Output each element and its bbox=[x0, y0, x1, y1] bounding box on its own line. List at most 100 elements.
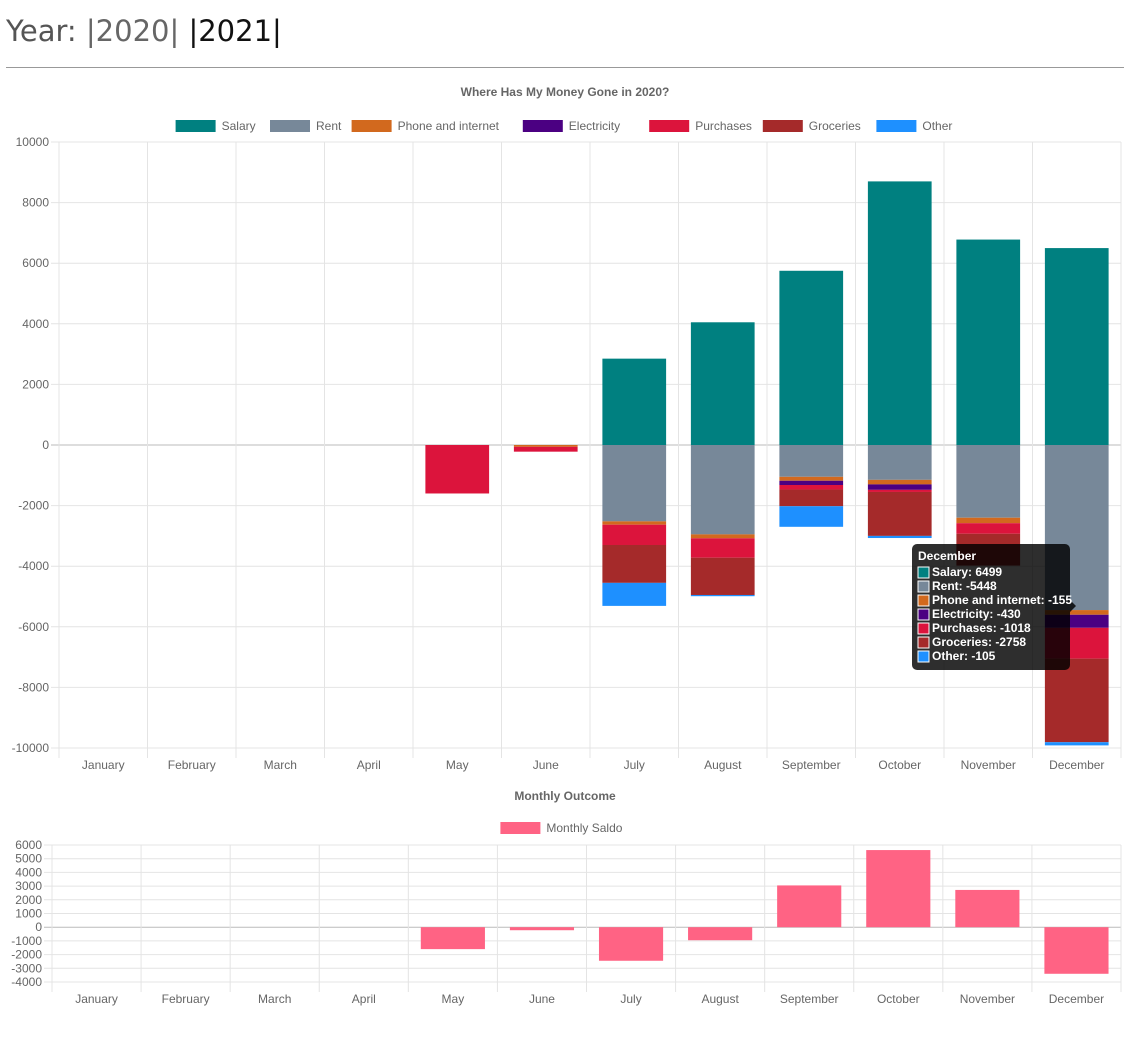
bar-other-july[interactable] bbox=[602, 582, 667, 606]
y-tick-label: -10000 bbox=[12, 741, 50, 755]
bar-electricity-october[interactable] bbox=[867, 484, 932, 490]
bar-purchases-october[interactable] bbox=[867, 489, 932, 492]
bar-monthly-saldo-may[interactable] bbox=[420, 927, 485, 950]
year-link-2021[interactable]: |2021| bbox=[188, 14, 282, 48]
bar-monthly-saldo-december[interactable] bbox=[1044, 927, 1109, 974]
y-tick-label: -2000 bbox=[18, 499, 49, 513]
year-selector: Year: |2020| |2021| bbox=[6, 14, 282, 48]
x-tick-label: August bbox=[704, 758, 742, 772]
bar-purchases-june[interactable] bbox=[513, 446, 578, 452]
bar-monthly-saldo-october[interactable] bbox=[866, 850, 931, 928]
x-tick-label: April bbox=[357, 758, 381, 772]
bar-other-september[interactable] bbox=[779, 506, 844, 527]
legend-label: Monthly Saldo bbox=[546, 821, 622, 835]
tooltip-swatch bbox=[917, 594, 930, 607]
tooltip-swatch bbox=[917, 566, 930, 579]
y-tick-label: -4000 bbox=[18, 559, 49, 573]
bar-phone-and-internet-december[interactable] bbox=[1044, 610, 1109, 615]
bar-monthly-saldo-september[interactable] bbox=[777, 885, 842, 928]
bar-salary-november[interactable] bbox=[956, 239, 1021, 445]
legend-label: Electricity bbox=[569, 119, 620, 133]
bar-electricity-september[interactable] bbox=[779, 480, 844, 485]
bar-groceries-september[interactable] bbox=[779, 489, 844, 507]
chart-title: Where Has My Money Gone in 2020? bbox=[461, 85, 670, 99]
bar-monthly-saldo-july[interactable] bbox=[598, 927, 664, 961]
bar-groceries-december[interactable] bbox=[1044, 658, 1109, 743]
bar-rent-october[interactable] bbox=[867, 445, 932, 480]
legend-label: Rent bbox=[316, 119, 342, 133]
bar-phone-and-internet-august[interactable] bbox=[690, 534, 755, 539]
bar-phone-and-internet-july[interactable] bbox=[602, 521, 667, 525]
bar-purchases-september[interactable] bbox=[779, 484, 844, 490]
legend-swatch bbox=[649, 120, 690, 132]
legend-item-groceries[interactable]: Groceries bbox=[762, 119, 861, 133]
legend-item-other[interactable]: Other bbox=[876, 119, 952, 133]
year-link-2020[interactable]: |2020| bbox=[85, 14, 180, 48]
bar-salary-october[interactable] bbox=[867, 181, 932, 445]
bar-rent-july[interactable] bbox=[602, 445, 667, 522]
bar-monthly-saldo-june[interactable] bbox=[509, 927, 575, 931]
y-tick-label: 8000 bbox=[22, 196, 49, 210]
x-tick-label: May bbox=[442, 992, 465, 1006]
bar-groceries-october[interactable] bbox=[867, 491, 932, 536]
year-label: Year: bbox=[6, 14, 77, 48]
x-tick-label: February bbox=[162, 992, 210, 1006]
bar-purchases-may[interactable] bbox=[425, 445, 490, 494]
bar-groceries-august[interactable] bbox=[690, 557, 755, 595]
y-tick-label: 4000 bbox=[22, 317, 49, 331]
legend-item-phone-and-internet[interactable]: Phone and internet bbox=[351, 119, 500, 133]
bar-monthly-saldo-november[interactable] bbox=[955, 889, 1020, 928]
bar-salary-august[interactable] bbox=[690, 322, 755, 445]
x-tick-label: March bbox=[264, 758, 297, 772]
bar-rent-september[interactable] bbox=[779, 445, 844, 477]
legend-item-rent[interactable]: Rent bbox=[270, 119, 342, 133]
legend-item-monthly-saldo[interactable]: Monthly Saldo bbox=[500, 821, 623, 835]
bar-rent-november[interactable] bbox=[956, 445, 1021, 518]
bar-purchases-november[interactable] bbox=[956, 523, 1021, 534]
y-tick-label: -8000 bbox=[18, 680, 49, 694]
legend-swatch bbox=[500, 822, 541, 834]
bar-rent-august[interactable] bbox=[690, 445, 755, 535]
legend-swatch bbox=[270, 120, 310, 132]
y-tick-label: -1000 bbox=[11, 934, 42, 948]
y-tick-label: 0 bbox=[35, 920, 42, 934]
legend-swatch bbox=[762, 120, 803, 132]
tooltip-line: Electricity: -430 bbox=[932, 607, 1021, 621]
bar-phone-and-internet-june[interactable] bbox=[513, 445, 578, 447]
expenses-stacked-bar-chart[interactable]: Where Has My Money Gone in 2020? Salary Re… bbox=[0, 78, 1130, 778]
bar-salary-december[interactable] bbox=[1044, 248, 1109, 445]
x-tick-label: January bbox=[75, 992, 118, 1006]
bar-phone-and-internet-november[interactable] bbox=[956, 517, 1021, 524]
bar-groceries-july[interactable] bbox=[602, 544, 667, 583]
x-tick-label: November bbox=[960, 992, 1015, 1006]
bar-monthly-saldo-august[interactable] bbox=[688, 927, 753, 941]
x-tick-label: June bbox=[529, 992, 555, 1006]
legend-item-purchases[interactable]: Purchases bbox=[649, 119, 752, 133]
bar-salary-july[interactable] bbox=[602, 358, 667, 445]
legend-item-salary[interactable]: Salary bbox=[175, 119, 256, 133]
y-tick-label: 4000 bbox=[15, 865, 42, 879]
bar-salary-september[interactable] bbox=[779, 270, 844, 445]
bar-purchases-july[interactable] bbox=[602, 524, 667, 545]
y-tick-label: 3000 bbox=[15, 879, 42, 893]
legend-label: Phone and internet bbox=[398, 119, 500, 133]
tooltip-line: Phone and internet: -155 bbox=[932, 593, 1072, 607]
tooltip-swatch bbox=[917, 622, 930, 635]
monthly-outcome-bar-chart[interactable]: Monthly Outcome Monthly Saldo 600050004000… bbox=[0, 782, 1130, 1012]
y-tick-label: 2000 bbox=[22, 377, 49, 391]
x-tick-label: April bbox=[352, 992, 376, 1006]
bar-other-october[interactable] bbox=[867, 535, 932, 539]
tooltip-swatch bbox=[917, 580, 930, 593]
bar-purchases-august[interactable] bbox=[690, 538, 755, 558]
bar-phone-and-internet-september[interactable] bbox=[779, 476, 844, 481]
x-tick-label: December bbox=[1049, 992, 1104, 1006]
y-tick-label: -3000 bbox=[11, 961, 42, 975]
legend-item-electricity[interactable]: Electricity bbox=[522, 119, 620, 133]
tooltip-swatch bbox=[917, 636, 930, 649]
y-tick-label: -6000 bbox=[18, 620, 49, 634]
x-tick-label: September bbox=[782, 758, 841, 772]
bar-other-august[interactable] bbox=[690, 594, 755, 597]
bar-phone-and-internet-october[interactable] bbox=[867, 479, 932, 485]
bar-other-december[interactable] bbox=[1044, 742, 1109, 746]
